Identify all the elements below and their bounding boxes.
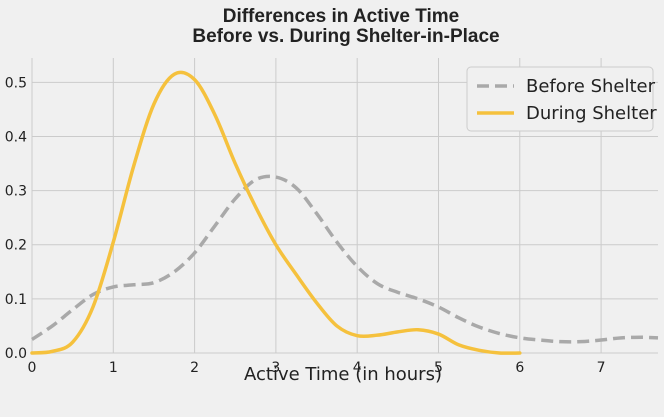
- legend: Before Shelter During Shelter: [466, 66, 657, 132]
- y-tick-label: 0.4: [5, 129, 27, 145]
- x-tick-label: 2: [190, 360, 199, 376]
- legend-label-before-shelter: Before Shelter: [526, 76, 656, 97]
- legend-label-during-shelter: During Shelter: [526, 103, 657, 124]
- tick-labels: 0 1 2 3 4 5 6 7 0.0 0.1 0.2 0.3 0.4 0.5: [5, 75, 606, 376]
- x-tick-label: 0: [28, 360, 37, 376]
- legend-box: [466, 66, 654, 132]
- series-lines: [30, 70, 659, 355]
- y-tick-label: 0.1: [5, 292, 27, 308]
- y-tick-label: 0.5: [5, 75, 27, 91]
- series-line-during-shelter: [30, 70, 522, 355]
- x-tick-label: 4: [353, 360, 362, 376]
- y-tick-label: 0.0: [5, 346, 27, 362]
- y-tick-label: 0.2: [5, 238, 27, 254]
- chart-title-line2: Before vs. During Shelter-in-Place: [192, 26, 499, 47]
- x-tick-label: 6: [515, 360, 524, 376]
- chart-title-line1: Differences in Active Time: [223, 6, 460, 27]
- x-axis-label: Active Time (in hours): [244, 364, 442, 385]
- x-tick-label: 5: [434, 360, 443, 376]
- x-tick-label: 7: [597, 360, 606, 376]
- x-tick-label: 1: [109, 360, 118, 376]
- x-tick-label: 3: [271, 360, 280, 376]
- series-line-before-shelter: [31, 174, 659, 344]
- y-tick-label: 0.3: [5, 184, 27, 200]
